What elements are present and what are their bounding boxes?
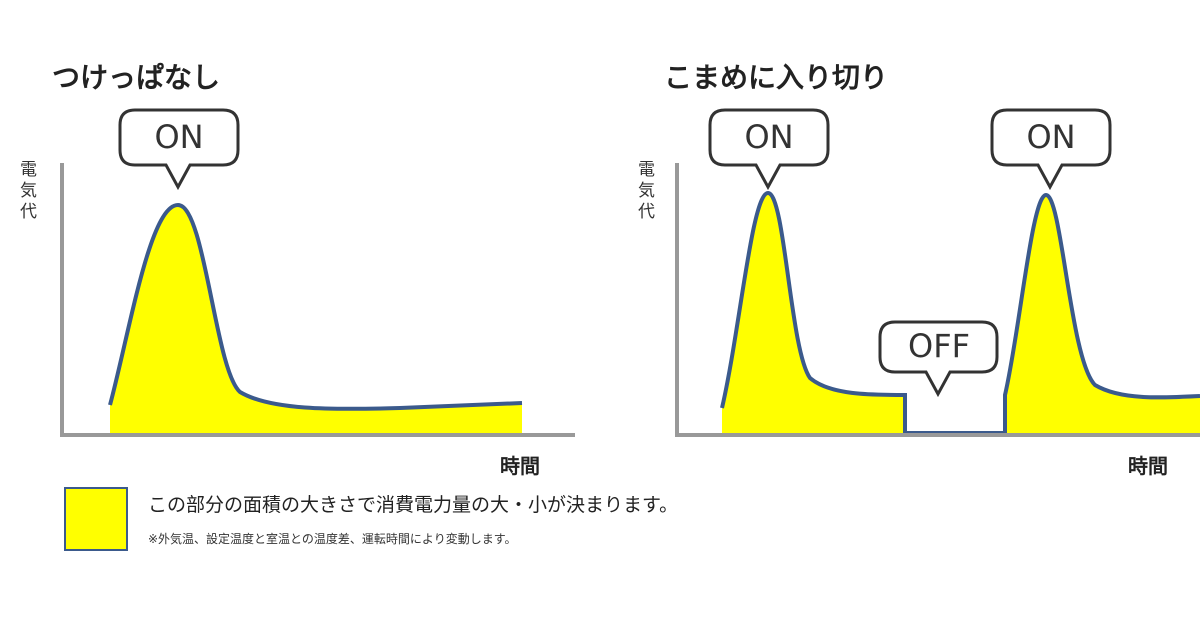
axes: [60, 163, 575, 437]
y-label: 電気代: [16, 160, 36, 223]
bubble-label: ON: [744, 118, 794, 156]
bubble-label: ON: [154, 118, 204, 156]
bubble: [118, 108, 240, 191]
axes: [675, 163, 1200, 437]
area: [1005, 195, 1200, 435]
curve: [108, 202, 523, 411]
panel-title: こまめに入り切り: [664, 61, 889, 94]
legend-text: この部分の面積の大きさで消費電力量の大・小が決まります。: [148, 494, 679, 516]
bubble-label: ON: [1026, 118, 1076, 156]
bubble-label: OFF: [908, 327, 970, 365]
area: [110, 205, 522, 435]
y-label: 電気代: [634, 160, 654, 223]
bubble: [708, 108, 830, 191]
legend-note: ※外気温、設定温度と室温との温度差、運転時間により変動します。: [148, 532, 517, 546]
bubble: [878, 320, 999, 398]
panel-title: つけっぱなし: [52, 61, 221, 94]
area: [722, 193, 905, 435]
legend-swatch: [64, 487, 128, 551]
bubble: [990, 108, 1112, 191]
x-label: 時間: [1128, 454, 1168, 478]
x-label: 時間: [500, 454, 540, 478]
